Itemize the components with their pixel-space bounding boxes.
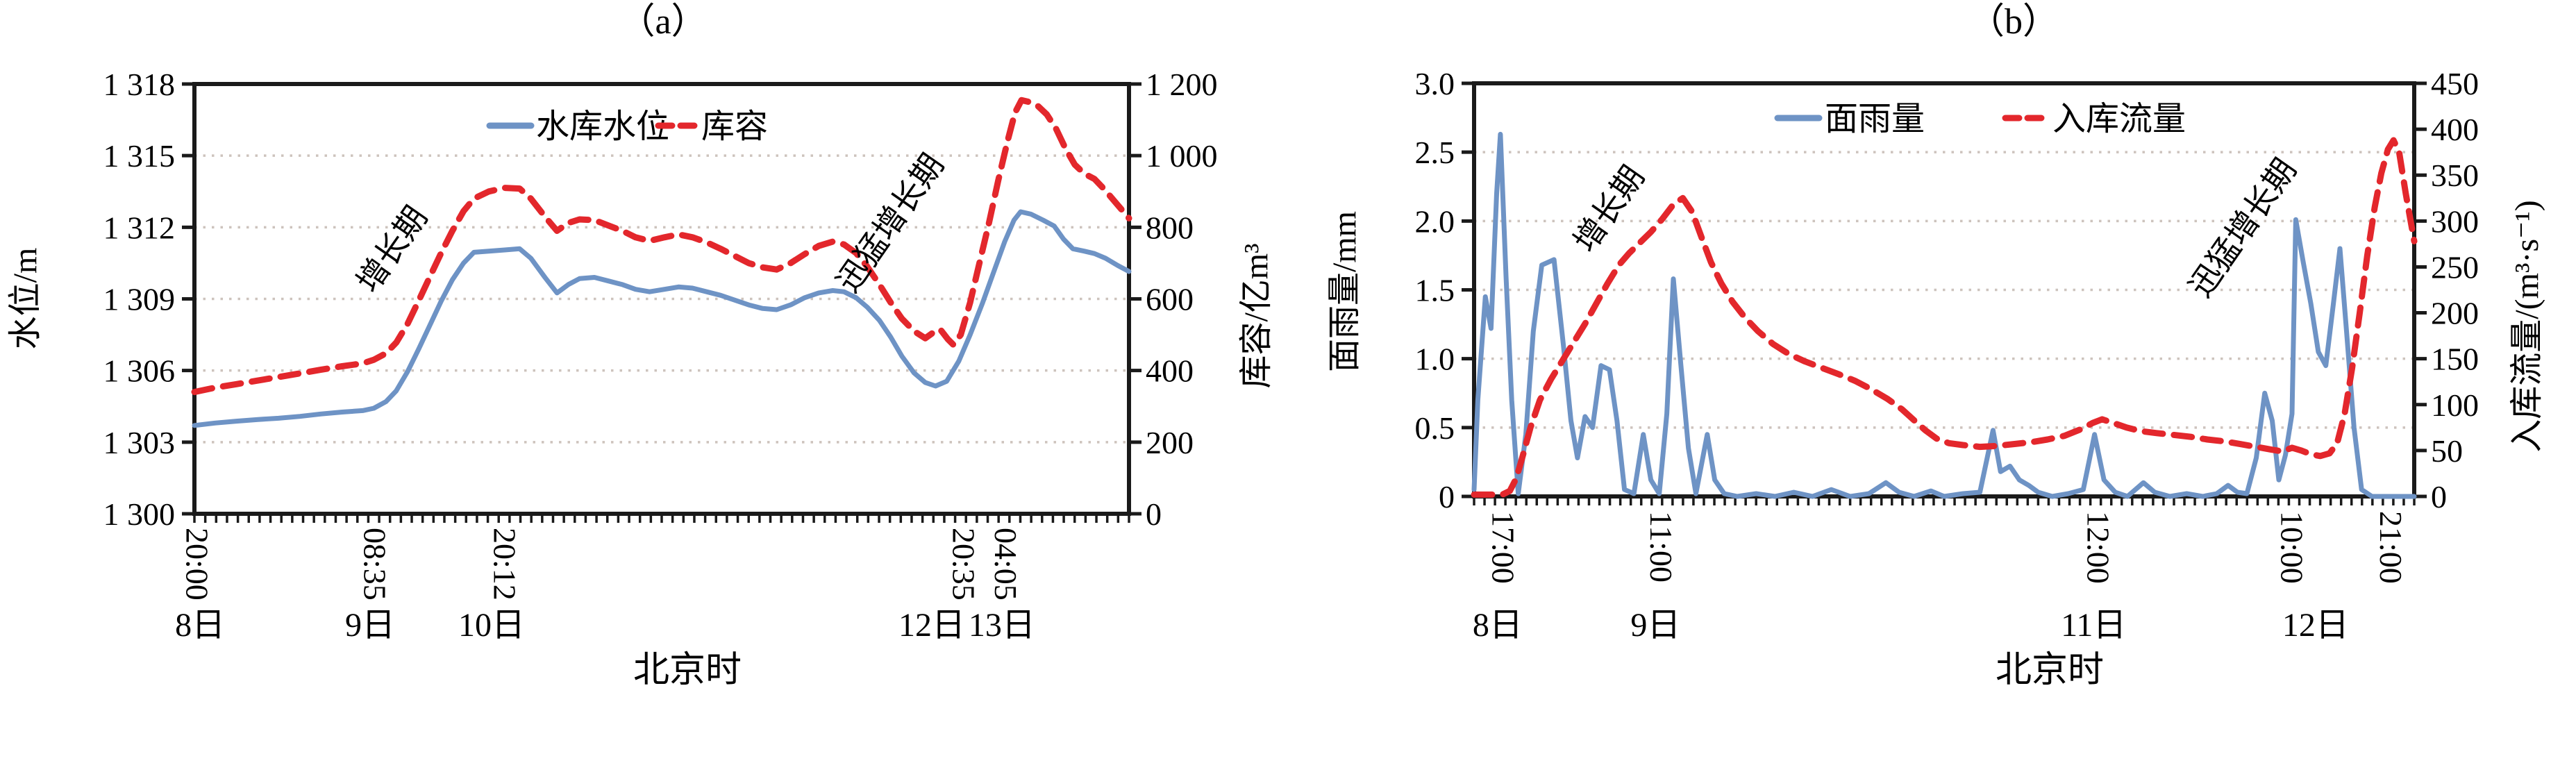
panel-a-x-axis-title: 北京时 bbox=[633, 651, 742, 690]
panel-b-time-label: 17:00 bbox=[1486, 511, 1521, 584]
panel-a-right-tick-label: 800 bbox=[1146, 210, 1194, 245]
panel-a-series-primary bbox=[192, 209, 1132, 428]
panel-a-time-label: 04:05 bbox=[988, 528, 1023, 601]
panel-a-right-tick-label: 1 000 bbox=[1146, 138, 1218, 174]
panel-a-left-tick-label: 1 318 bbox=[103, 67, 176, 102]
panel-a-right-tick-label: 200 bbox=[1146, 425, 1194, 460]
panel-b-group: 0 0.5 1.0 1.5 2.0 2.5 3.0 0 50 100 150 200 250 300 350… bbox=[1326, 2, 2545, 690]
panel-b-right-tick-label: 250 bbox=[2431, 249, 2479, 285]
panel-a-date-label: 10日 bbox=[458, 607, 525, 644]
panel-b-right-tick-label: 0 bbox=[2431, 479, 2447, 514]
panel-b-title: （b） bbox=[1968, 2, 2059, 42]
panel-b-right-axis-title: 入库流量/(m³·s⁻¹) bbox=[2509, 200, 2545, 452]
panel-b-left-tick-label: 1.5 bbox=[1415, 273, 1455, 308]
panel-a-right-tick-label: 600 bbox=[1146, 282, 1194, 317]
panel-b-left-tick-label: 1.0 bbox=[1415, 342, 1455, 377]
panel-b-right-tick-label: 200 bbox=[2431, 296, 2479, 331]
panel-b-right-tick-label: 450 bbox=[2431, 66, 2479, 101]
panel-a-left-tick-label: 1 309 bbox=[103, 282, 176, 317]
panel-a-series-secondary bbox=[191, 97, 1132, 396]
panel-a-time-label: 20:12 bbox=[487, 528, 523, 601]
panel-a-date-label: 13日 bbox=[969, 607, 1035, 644]
panel-b-left-tick-label: 2.5 bbox=[1415, 135, 1455, 170]
panel-b-right-tick-label: 300 bbox=[2431, 203, 2479, 239]
panel-b-right-tick-label: 150 bbox=[2431, 342, 2479, 377]
panel-b-date-label: 12日 bbox=[2282, 607, 2349, 644]
panel-b-time-label: 21:00 bbox=[2373, 511, 2409, 584]
panel-a-left-tick-label: 1 312 bbox=[103, 210, 176, 245]
panel-a-title: （a） bbox=[619, 2, 707, 42]
panel-b-time-label: 10:00 bbox=[2275, 511, 2310, 584]
panel-a-annotation: 迅猛增长期 bbox=[830, 148, 951, 299]
panel-a-right-tick-label: 400 bbox=[1146, 353, 1194, 389]
panel-a-legend-label-1: 水库水位 bbox=[536, 108, 669, 145]
panel-a-date-label: 12日 bbox=[898, 607, 965, 644]
panel-b-left-tick-label: 3.0 bbox=[1415, 66, 1455, 101]
panel-b-date-label: 9日 bbox=[1630, 607, 1680, 644]
panel-b-legend-label-2: 入库流量 bbox=[2052, 101, 2186, 137]
panel-b-x-axis-title: 北京时 bbox=[1996, 651, 2104, 690]
panel-a-date-label: 8日 bbox=[175, 607, 225, 644]
panel-b-date-label: 11日 bbox=[2061, 607, 2126, 644]
panel-b-time-label: 12:00 bbox=[2081, 511, 2116, 584]
panel-b-series-secondary bbox=[1471, 137, 2418, 498]
panel-b-annotation: 迅猛增长期 bbox=[2182, 152, 2303, 303]
panel-a-left-tick-label: 1 306 bbox=[103, 353, 176, 389]
panel-a-left-tick-label: 1 315 bbox=[103, 138, 176, 174]
panel-b-left-tick-label: 0 bbox=[1439, 479, 1455, 514]
panel-a-time-label: 08:35 bbox=[357, 528, 392, 601]
panel-a-group: 1 300 1 303 1 306 1 309 1 312 1 315 1 318 0 200 4… bbox=[7, 2, 1275, 690]
panel-b-right-tick-label: 50 bbox=[2431, 433, 2463, 469]
panel-b-right-tick-label: 350 bbox=[2431, 158, 2479, 193]
panel-b-left-tick-label: 0.5 bbox=[1415, 410, 1455, 446]
panel-a-left-tick-label: 1 300 bbox=[103, 496, 176, 532]
panel-a-time-label: 20:00 bbox=[180, 528, 215, 601]
panel-a-right-tick-label: 1 200 bbox=[1146, 67, 1218, 102]
panel-b-series-primary bbox=[1471, 131, 2417, 499]
panel-a-right-tick-label: 0 bbox=[1146, 496, 1162, 532]
panel-b-left-tick-label: 2.0 bbox=[1415, 203, 1455, 239]
panel-b-time-label: 11:00 bbox=[1644, 511, 1679, 583]
panel-b-right-tick-label: 400 bbox=[2431, 112, 2479, 147]
panel-b-right-tick-label: 100 bbox=[2431, 387, 2479, 423]
panel-a-annotation: 增长期 bbox=[350, 200, 434, 299]
panel-b-date-label: 8日 bbox=[1473, 607, 1523, 644]
panel-a-legend-label-2: 库容 bbox=[701, 108, 768, 145]
panel-b-left-axis-title: 面雨量/mm bbox=[1326, 211, 1363, 372]
panel-a-right-axis-title: 库容/亿m³ bbox=[1238, 243, 1275, 388]
panel-a-time-label: 20:35 bbox=[946, 528, 981, 601]
panel-a-left-tick-label: 1 303 bbox=[103, 425, 176, 460]
panel-b-legend-label-1: 面雨量 bbox=[1825, 101, 1925, 137]
panel-a-left-axis-title: 水位/m bbox=[7, 248, 44, 350]
panel-a-date-label: 9日 bbox=[345, 607, 395, 644]
